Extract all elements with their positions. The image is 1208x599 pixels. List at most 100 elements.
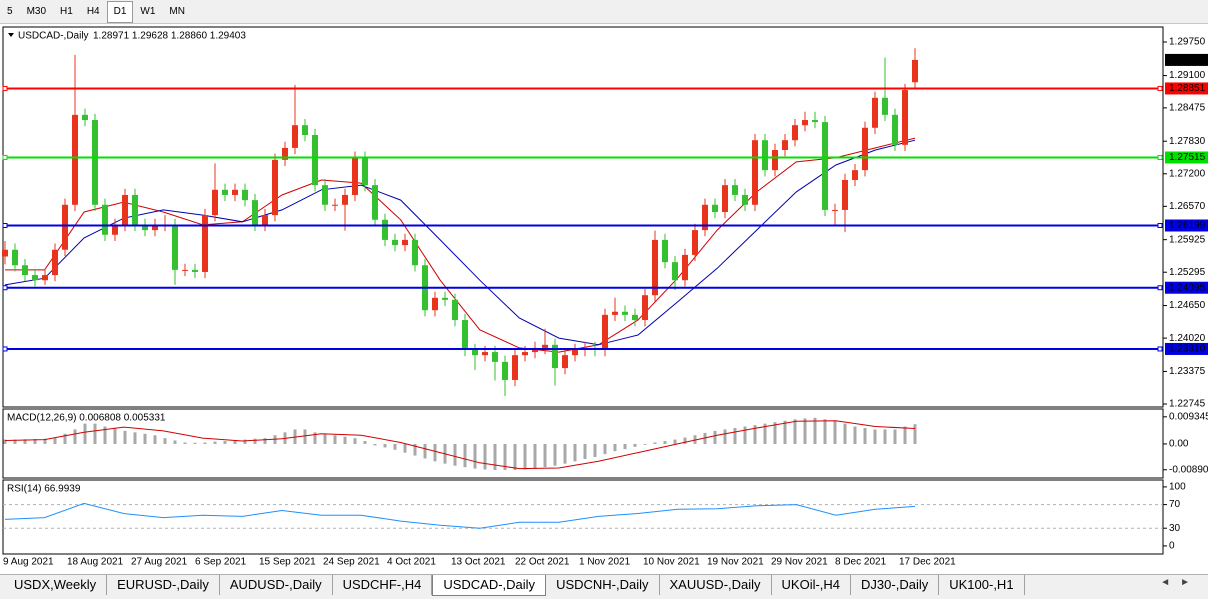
level-price-label: 1.23810 bbox=[1169, 344, 1206, 355]
rsi-tick-label: 0 bbox=[1169, 541, 1175, 552]
chart-tab[interactable]: USDCAD-,Daily bbox=[432, 575, 547, 596]
candle-body bbox=[472, 349, 478, 356]
macd-bar bbox=[633, 443, 637, 447]
macd-bar bbox=[863, 427, 867, 444]
candle-body bbox=[122, 194, 128, 225]
price-tick-label: 1.28475 bbox=[1169, 103, 1206, 114]
date-label: 17 Dec 2021 bbox=[899, 557, 956, 568]
macd-bar bbox=[703, 432, 707, 444]
chart-tab[interactable]: USDCNH-,Daily bbox=[546, 575, 660, 595]
macd-bar bbox=[773, 422, 777, 444]
level-price-label: 1.24995 bbox=[1169, 282, 1206, 293]
chart-tab[interactable]: EURUSD-,Daily bbox=[107, 575, 220, 595]
price-tick-label: 1.23375 bbox=[1169, 366, 1206, 377]
candle-body bbox=[322, 185, 328, 205]
level-handle bbox=[1157, 223, 1163, 229]
price-tick-label: 1.27200 bbox=[1169, 168, 1206, 179]
macd-signal bbox=[4, 420, 916, 470]
macd-bar bbox=[513, 443, 517, 471]
price-tick-label: 1.27830 bbox=[1169, 136, 1206, 147]
timeframe-button[interactable]: 5 bbox=[7, 5, 13, 17]
candle-body bbox=[882, 97, 888, 115]
macd-bar bbox=[533, 443, 537, 469]
date-label: 19 Nov 2021 bbox=[707, 557, 764, 568]
level-handle bbox=[2, 223, 8, 229]
chart-tab[interactable]: UKOil-,H4 bbox=[772, 575, 852, 595]
price-tick-label: 1.25295 bbox=[1169, 267, 1206, 278]
candle-body bbox=[302, 125, 308, 136]
chart-tab[interactable]: USDCHF-,H4 bbox=[333, 575, 433, 595]
candle-body bbox=[692, 230, 698, 255]
macd-bar bbox=[13, 439, 17, 444]
macd-tick-label: -0.008902 bbox=[1169, 464, 1208, 475]
timeframe-button[interactable]: W1 bbox=[140, 5, 156, 17]
date-label: 22 Oct 2021 bbox=[515, 557, 570, 568]
macd-bar bbox=[363, 441, 367, 444]
rsi-tick-label: 70 bbox=[1169, 499, 1181, 510]
timeframe-button[interactable]: H1 bbox=[60, 5, 73, 17]
macd-bar bbox=[833, 420, 837, 444]
price-tick-label: 1.29100 bbox=[1169, 70, 1206, 81]
chart-tab[interactable]: DJ30-,Daily bbox=[851, 575, 940, 595]
macd-bar bbox=[193, 442, 197, 444]
level-price-box bbox=[1165, 281, 1208, 294]
candle-body bbox=[242, 189, 248, 201]
chart-tabs: USDX,Weekly EURUSD-,Daily AUDUSD-,Daily USD… bbox=[0, 574, 1208, 599]
candle-body bbox=[462, 320, 468, 350]
macd-bar bbox=[563, 443, 567, 464]
candle-body bbox=[62, 204, 68, 250]
price-tick-label: 1.24020 bbox=[1169, 333, 1206, 344]
candle-body bbox=[502, 361, 508, 380]
macd-bar bbox=[53, 438, 57, 444]
tab-scroll-arrows[interactable]: ◄► bbox=[1160, 577, 1200, 588]
candle-body bbox=[742, 194, 748, 205]
candle-body bbox=[522, 352, 528, 356]
candle-body bbox=[862, 127, 868, 171]
candle-body bbox=[482, 352, 488, 356]
macd-bar bbox=[893, 429, 897, 444]
level-price-box bbox=[1165, 151, 1208, 164]
price-tick-label: 1.29750 bbox=[1169, 37, 1206, 48]
timeframe-button[interactable]: MN bbox=[169, 5, 185, 17]
candle-body bbox=[682, 254, 688, 281]
macd-bar bbox=[373, 443, 377, 446]
date-label: 27 Aug 2021 bbox=[131, 557, 188, 568]
macd-bar bbox=[673, 439, 677, 444]
candle-body bbox=[782, 140, 788, 150]
macd-bar bbox=[743, 426, 747, 444]
macd-bar bbox=[3, 439, 7, 444]
chart-tab[interactable]: UK100-,H1 bbox=[939, 575, 1025, 595]
date-label: 18 Aug 2021 bbox=[67, 557, 124, 568]
level-handle bbox=[2, 154, 8, 160]
candle-body bbox=[362, 157, 368, 186]
candle-body bbox=[42, 275, 48, 281]
macd-bar bbox=[613, 443, 617, 452]
macd-bar bbox=[313, 432, 317, 444]
candle-body bbox=[762, 140, 768, 171]
macd-bar bbox=[683, 437, 687, 444]
candle-body bbox=[792, 125, 798, 141]
level-handle bbox=[1157, 85, 1163, 91]
candle-body bbox=[312, 135, 318, 186]
chart-tab[interactable]: AUDUSD-,Daily bbox=[220, 575, 333, 595]
rsi-line bbox=[4, 502, 916, 529]
level-handle bbox=[1157, 285, 1163, 291]
macd-bar bbox=[783, 420, 787, 444]
timeframe-button[interactable]: H4 bbox=[86, 5, 100, 17]
candle-body bbox=[132, 194, 138, 225]
macd-bar bbox=[393, 443, 397, 450]
chart-tab[interactable]: XAUUSD-,Daily bbox=[660, 575, 772, 595]
macd-bar bbox=[913, 424, 917, 444]
timeframe-button[interactable]: D1 bbox=[106, 0, 134, 23]
chart-tab[interactable]: USDX,Weekly bbox=[4, 575, 108, 595]
macd-bar bbox=[483, 443, 487, 470]
timeframe-button[interactable]: M30 bbox=[26, 5, 47, 17]
candle-body bbox=[112, 224, 118, 235]
candle-body bbox=[202, 215, 208, 272]
date-label: 1 Nov 2021 bbox=[579, 557, 631, 568]
level-price-box bbox=[1165, 82, 1208, 95]
macd-bar bbox=[303, 429, 307, 444]
date-label: 24 Sep 2021 bbox=[323, 557, 380, 568]
date-label: 9 Aug 2021 bbox=[3, 557, 54, 568]
candle-body bbox=[812, 120, 818, 123]
